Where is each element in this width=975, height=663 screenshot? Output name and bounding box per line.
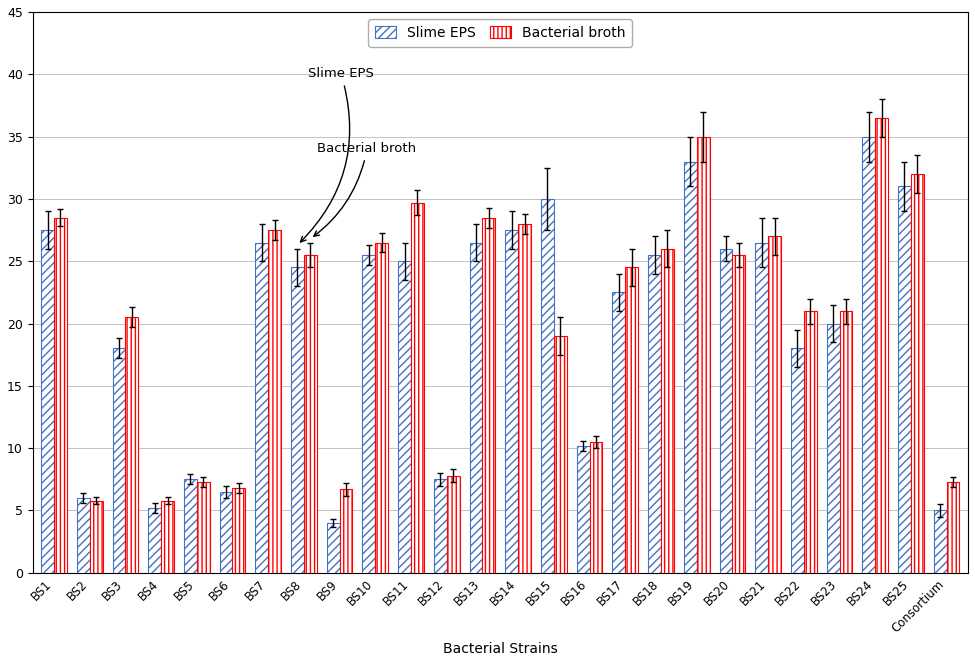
Bar xyxy=(839,311,852,573)
Bar xyxy=(625,267,638,573)
Bar xyxy=(339,489,353,573)
Bar xyxy=(304,255,317,573)
Bar xyxy=(612,292,625,573)
Bar xyxy=(292,267,304,573)
Bar xyxy=(803,311,817,573)
Bar xyxy=(470,243,483,573)
Bar xyxy=(505,230,518,573)
Bar xyxy=(327,523,339,573)
Bar xyxy=(434,479,447,573)
Bar xyxy=(554,336,566,573)
Bar xyxy=(126,318,138,573)
Bar xyxy=(161,501,174,573)
Bar xyxy=(268,230,281,573)
Bar xyxy=(590,442,603,573)
Bar xyxy=(148,508,161,573)
Bar xyxy=(197,482,210,573)
Bar xyxy=(90,501,102,573)
Bar xyxy=(54,217,67,573)
Bar xyxy=(232,488,246,573)
Bar xyxy=(947,482,959,573)
Bar xyxy=(363,255,375,573)
Bar xyxy=(77,498,90,573)
Bar xyxy=(483,217,495,573)
Bar xyxy=(876,118,888,573)
Bar xyxy=(184,479,197,573)
Bar xyxy=(768,236,781,573)
Bar xyxy=(791,349,803,573)
Text: Bacterial broth: Bacterial broth xyxy=(314,143,416,236)
Bar xyxy=(255,243,268,573)
Bar xyxy=(576,446,590,573)
Bar xyxy=(911,174,923,573)
Bar xyxy=(541,199,554,573)
Bar xyxy=(112,349,126,573)
Bar xyxy=(648,255,661,573)
Text: Slime EPS: Slime EPS xyxy=(300,68,374,242)
Bar xyxy=(827,324,839,573)
X-axis label: Bacterial Strains: Bacterial Strains xyxy=(443,642,558,656)
Bar xyxy=(683,162,697,573)
Bar xyxy=(398,261,411,573)
Bar xyxy=(934,511,947,573)
Bar xyxy=(756,243,768,573)
Bar xyxy=(219,492,232,573)
Bar xyxy=(375,243,388,573)
Bar xyxy=(447,475,459,573)
Bar xyxy=(697,137,710,573)
Bar xyxy=(411,203,424,573)
Bar xyxy=(720,249,732,573)
Bar xyxy=(732,255,745,573)
Bar xyxy=(862,137,876,573)
Bar xyxy=(518,224,531,573)
Bar xyxy=(898,186,911,573)
Bar xyxy=(41,230,54,573)
Bar xyxy=(661,249,674,573)
Legend: Slime EPS, Bacterial broth: Slime EPS, Bacterial broth xyxy=(369,19,632,47)
